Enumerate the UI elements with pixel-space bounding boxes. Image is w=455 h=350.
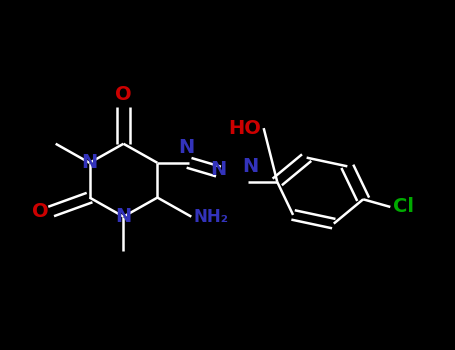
Text: O: O [32,202,49,221]
Text: N: N [179,138,195,156]
Text: N: N [116,207,131,226]
Text: N: N [81,153,98,172]
Text: Cl: Cl [393,197,414,216]
Text: HO: HO [228,119,262,138]
Text: N: N [210,160,227,179]
Text: NH₂: NH₂ [193,208,228,226]
Text: N: N [242,157,258,176]
Text: O: O [115,85,132,104]
